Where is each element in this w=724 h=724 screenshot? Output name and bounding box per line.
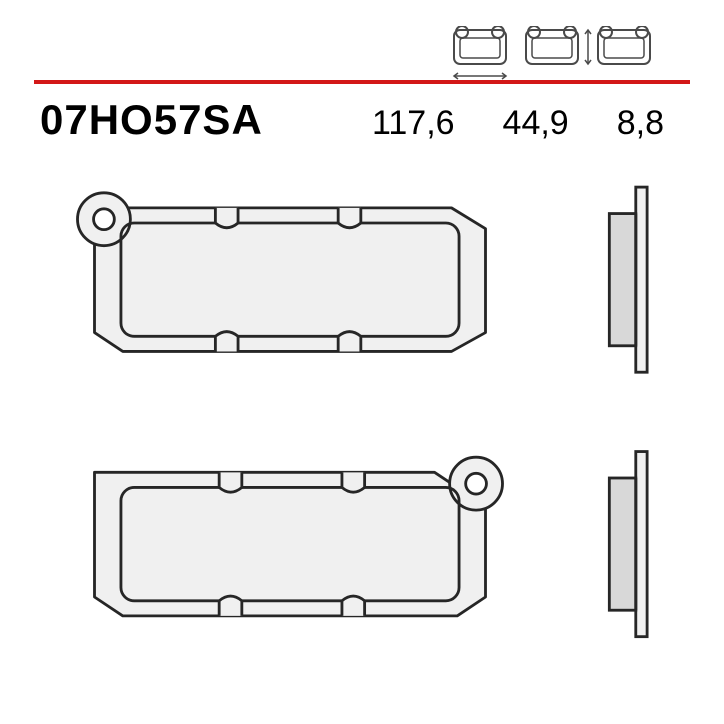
part-number: 07HO57SA <box>40 96 263 144</box>
side-profile-drawings <box>592 172 672 682</box>
header-dimension-icons <box>450 26 654 72</box>
dim-length: 117,6 <box>372 104 455 143</box>
dim-icon-width <box>522 26 582 72</box>
dim-icon-length <box>450 26 510 72</box>
dim-width: 44,9 <box>503 104 569 143</box>
dim-icon-thickness <box>594 26 654 72</box>
brake-pad-drawings <box>50 172 530 682</box>
section-divider <box>34 80 690 84</box>
dim-thickness: 8,8 <box>617 104 664 143</box>
spec-row: 07HO57SA 117,6 44,9 8,8 <box>40 96 664 144</box>
